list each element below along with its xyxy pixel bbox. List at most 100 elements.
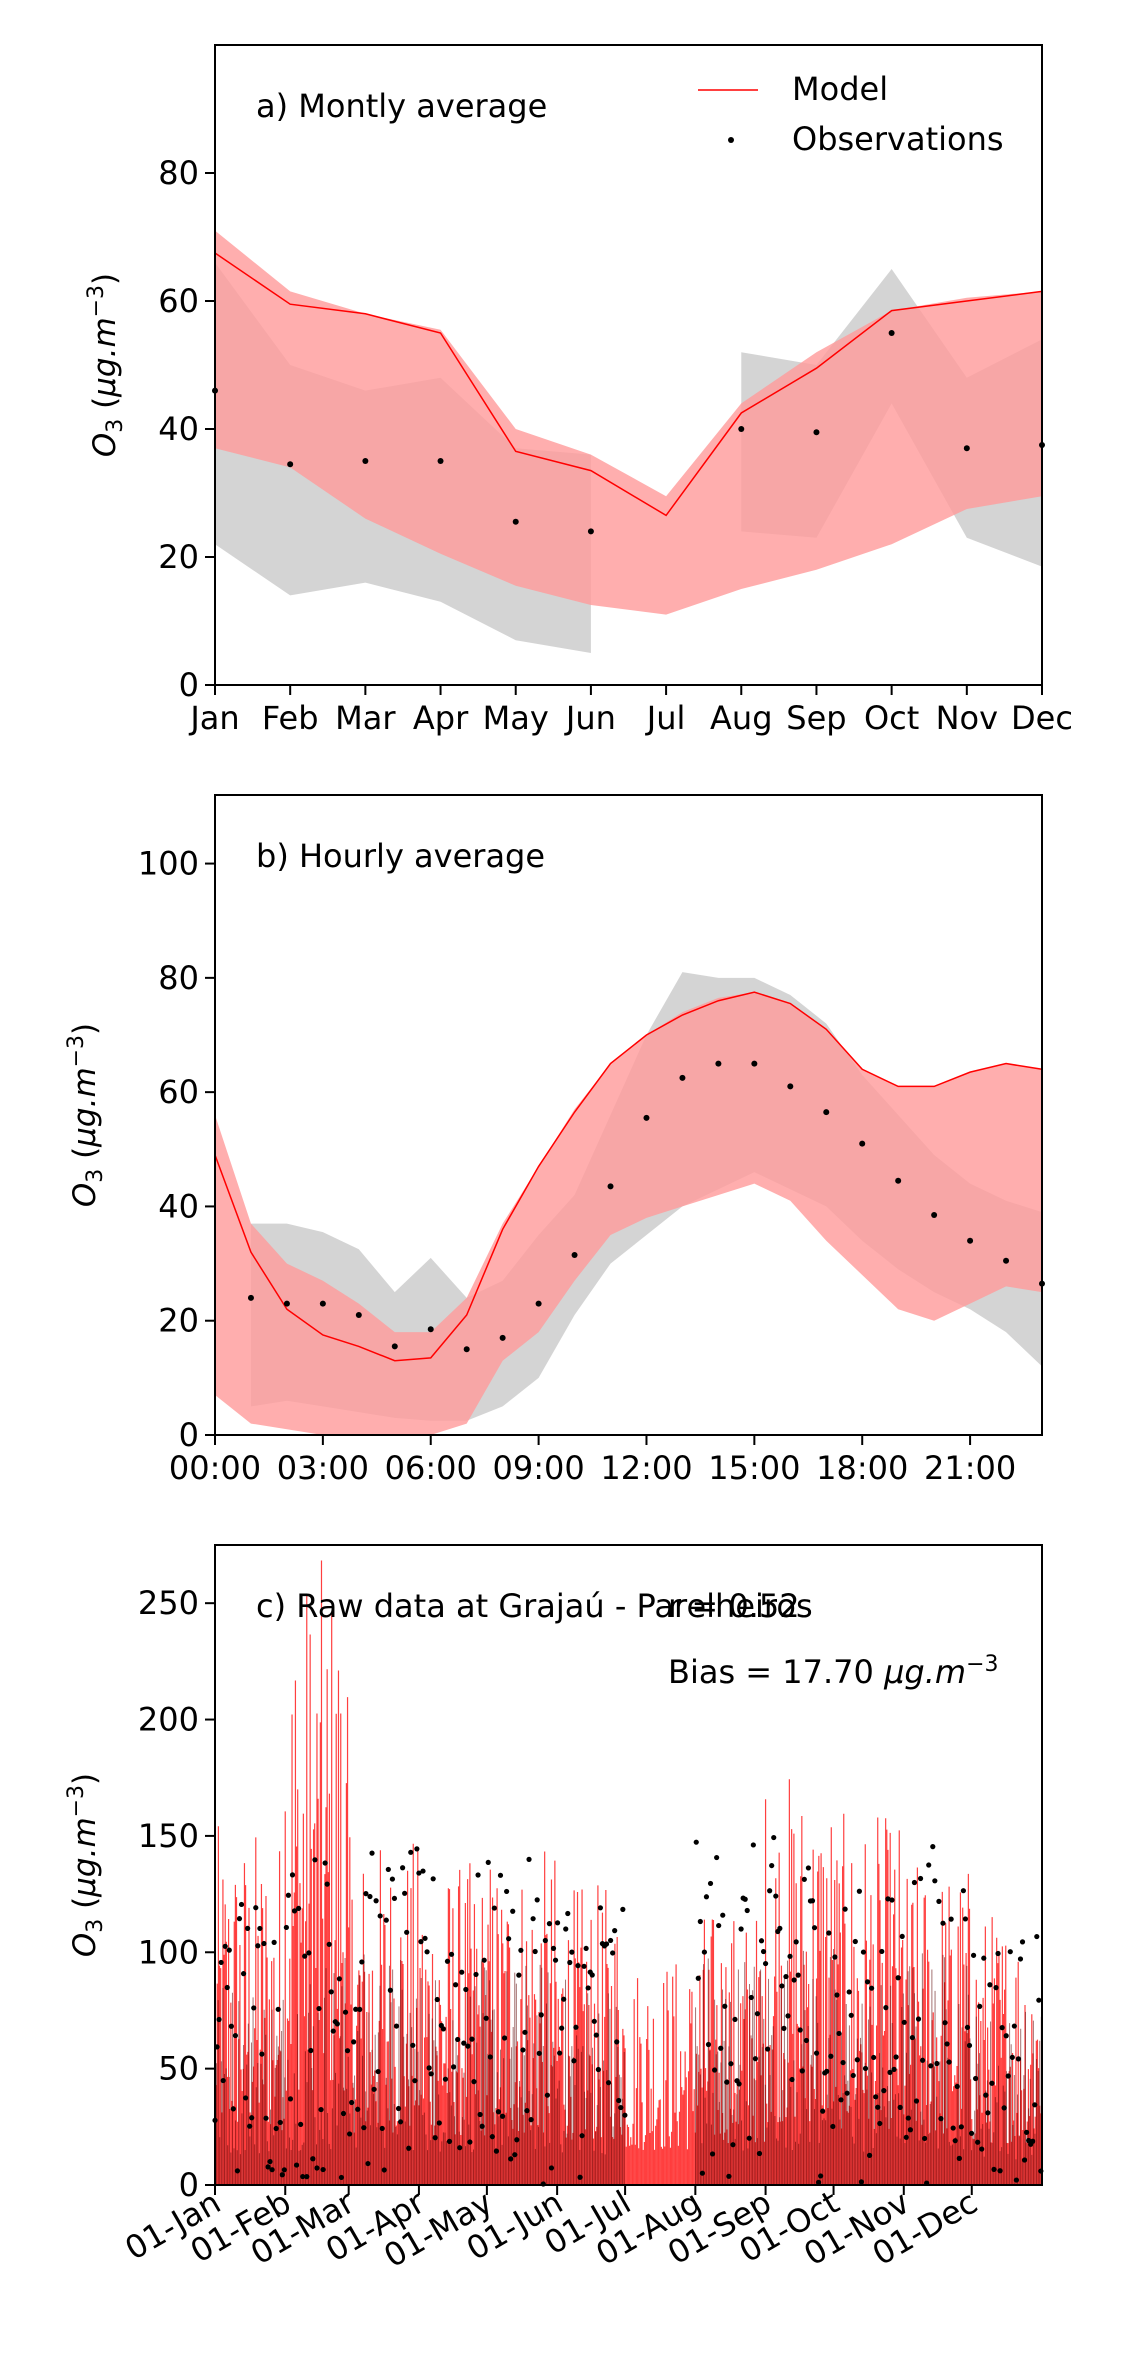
observation-point [283, 1924, 289, 1931]
observation-point [269, 2167, 275, 2173]
observation-point [993, 1985, 999, 1991]
observation-point [363, 1891, 369, 1897]
observation-point [883, 2005, 889, 2011]
legend-model-label: Model [792, 70, 888, 108]
observation-point [911, 1879, 918, 1886]
observation-point [430, 1876, 436, 1882]
observation-point [257, 1925, 263, 1932]
observation-point [875, 2104, 881, 2110]
observation-point [895, 1177, 902, 1184]
observation-point [285, 1892, 292, 1898]
observation-point [962, 1916, 969, 1922]
observation-point [385, 1866, 391, 1873]
observation-point [1003, 2033, 1009, 2039]
observation-point [926, 1862, 932, 1868]
observation-point [777, 1925, 783, 1931]
observation-point [942, 2020, 948, 2026]
observation-point [979, 2146, 985, 2152]
observation-point [263, 2115, 269, 2121]
observation-point [291, 1908, 298, 1914]
observation-point [324, 1881, 330, 1887]
observation-point [797, 2027, 803, 2033]
observation-point [869, 1985, 875, 1991]
observation-point [328, 1989, 334, 1995]
observation-point [593, 2032, 599, 2038]
observation-point [928, 2063, 934, 2069]
y-tick-label: 40 [158, 410, 199, 448]
observation-point [532, 1948, 538, 1955]
observation-point [552, 1957, 559, 1963]
observation-point [559, 2025, 565, 2031]
observation-point [283, 1300, 290, 1307]
model-line [214, 252, 1043, 517]
observation-point [907, 2127, 913, 2133]
observation-point [528, 2117, 534, 2123]
observation-point [1009, 2054, 1015, 2060]
observation-point [726, 2173, 732, 2179]
observation-point [427, 1326, 434, 1333]
observation-point [406, 2145, 412, 2151]
observation-point [783, 1973, 789, 1980]
observation-point [714, 1854, 720, 1861]
observation-point [546, 1921, 553, 1927]
observation-point [253, 1905, 259, 1911]
observation-point [220, 2077, 226, 2084]
observation-point [950, 2125, 956, 2131]
observation-point [534, 1897, 540, 1903]
observation-point [506, 1936, 512, 1942]
y-tick-label: 60 [158, 282, 199, 320]
x-tick-label: Dec [1011, 699, 1073, 737]
observation-point [587, 528, 594, 535]
observation-point [881, 2088, 887, 2094]
observation-point [1021, 2157, 1028, 2163]
panel-c-frame [214, 1544, 1043, 2186]
observation-point [597, 1905, 604, 1911]
observation-point [940, 1920, 946, 1926]
observation-point [616, 2097, 622, 2104]
observation-point [591, 2018, 597, 2024]
observation-point [987, 1982, 993, 1988]
observation-point [349, 2099, 355, 2106]
observation-point [1036, 1997, 1042, 2003]
observation-point [504, 1888, 510, 1895]
observation-point [693, 1839, 699, 1845]
observation-point [922, 2135, 928, 2142]
observation-point [885, 1896, 891, 1902]
panel-a-title: a) Montly average [256, 87, 547, 125]
observation-point [310, 2156, 316, 2162]
observation-point [595, 2066, 601, 2073]
y-tick-label: 150 [138, 1817, 199, 1855]
observation-point [824, 2068, 830, 2074]
observation-point [697, 1918, 703, 1925]
observation-point [732, 2016, 738, 2023]
observation-point [850, 2072, 856, 2079]
observation-point [754, 2011, 761, 2017]
y-tick-label: 250 [138, 1584, 199, 1622]
observation-point [583, 1945, 589, 1952]
observation-point [736, 2081, 742, 2087]
panel-c-title: c) Raw data at Grajaú - Parelheiros [256, 1587, 813, 1625]
panel-b-title: b) Hourly average [256, 837, 545, 875]
model-line [214, 991, 1043, 1362]
observation-point [744, 1907, 750, 1914]
panel-b-y-label: O3 (µg.m−3) [64, 1023, 108, 1207]
observation-point [381, 2167, 387, 2173]
model-band [215, 230, 1042, 615]
observation-point [963, 445, 970, 452]
observation-point [357, 2006, 363, 2013]
observation-point [793, 1939, 799, 1945]
observation-point [756, 2150, 763, 2157]
observation-point [750, 1842, 756, 1848]
observation-point [242, 2095, 249, 2101]
observation-point [787, 1953, 793, 1959]
y-tick-label: 60 [158, 1073, 199, 1111]
observation-point [544, 2092, 550, 2098]
observation-point [224, 1984, 230, 1991]
observation-point [585, 1985, 591, 1991]
observation-point [320, 2166, 326, 2173]
observation-point [383, 1917, 389, 1923]
observation-point [232, 2032, 238, 2039]
observation-point [428, 2071, 434, 2077]
observation-point [508, 2156, 514, 2162]
observation-point [577, 2174, 583, 2180]
